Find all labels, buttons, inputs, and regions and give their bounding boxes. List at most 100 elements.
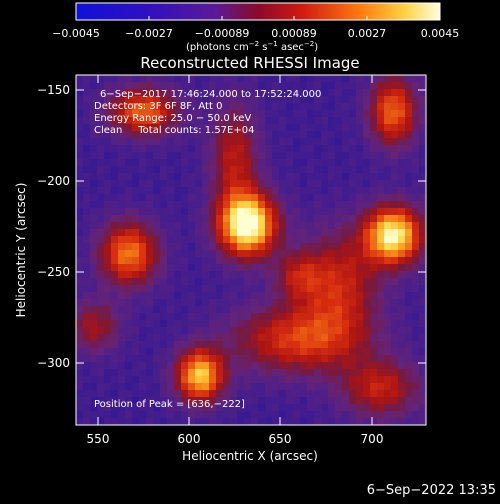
map-pixel — [328, 180, 336, 188]
map-pixel — [356, 334, 364, 342]
map-pixel — [181, 138, 189, 146]
annotation-time-range: 6−Sep−2017 17:46:24.000 to 17:52:24.000 — [100, 89, 321, 100]
map-pixel — [342, 96, 350, 104]
map-pixel — [202, 376, 210, 384]
map-pixel — [377, 180, 385, 188]
map-pixel — [419, 292, 427, 300]
map-pixel — [223, 369, 231, 377]
map-pixel — [139, 299, 147, 307]
map-pixel — [132, 278, 140, 286]
map-pixel — [314, 89, 322, 97]
map-pixel — [188, 222, 196, 230]
map-pixel — [76, 173, 84, 181]
map-pixel — [146, 376, 154, 384]
map-pixel — [146, 285, 154, 293]
map-pixel — [356, 390, 364, 398]
map-pixel — [272, 75, 280, 83]
map-pixel — [405, 271, 413, 279]
map-pixel — [111, 75, 119, 83]
map-pixel — [195, 362, 203, 370]
map-pixel — [139, 306, 147, 314]
map-pixel — [307, 96, 315, 104]
map-pixel — [160, 145, 168, 153]
map-pixel — [342, 327, 350, 335]
map-pixel — [160, 131, 168, 139]
map-pixel — [286, 348, 294, 356]
map-pixel — [363, 327, 371, 335]
map-pixel — [307, 306, 315, 314]
map-pixel — [146, 173, 154, 181]
map-pixel — [223, 110, 231, 118]
map-pixel — [83, 222, 91, 230]
map-pixel — [118, 390, 126, 398]
map-pixel — [349, 285, 357, 293]
map-pixel — [97, 341, 105, 349]
map-pixel — [146, 320, 154, 328]
map-pixel — [286, 180, 294, 188]
map-pixel — [293, 152, 301, 160]
map-pixel — [125, 271, 133, 279]
map-pixel — [230, 152, 238, 160]
map-pixel — [146, 201, 154, 209]
map-pixel — [209, 376, 217, 384]
map-pixel — [125, 250, 133, 258]
map-pixel — [188, 103, 196, 111]
map-pixel — [230, 383, 238, 391]
map-pixel — [391, 89, 399, 97]
map-pixel — [118, 271, 126, 279]
map-pixel — [160, 362, 168, 370]
map-pixel — [391, 145, 399, 153]
map-pixel — [83, 264, 91, 272]
map-pixel — [300, 110, 308, 118]
map-pixel — [216, 222, 224, 230]
map-pixel — [76, 397, 84, 405]
map-pixel — [419, 82, 427, 90]
map-pixel — [230, 299, 238, 307]
map-pixel — [258, 131, 266, 139]
map-pixel — [391, 327, 399, 335]
map-pixel — [293, 383, 301, 391]
map-pixel — [132, 341, 140, 349]
map-pixel — [398, 117, 406, 125]
map-pixel — [97, 82, 105, 90]
map-pixel — [328, 250, 336, 258]
map-pixel — [258, 222, 266, 230]
map-pixel — [405, 362, 413, 370]
map-pixel — [349, 327, 357, 335]
map-pixel — [342, 313, 350, 321]
map-pixel — [391, 264, 399, 272]
map-pixel — [153, 341, 161, 349]
map-pixel — [111, 313, 119, 321]
map-pixel — [258, 159, 266, 167]
map-pixel — [356, 229, 364, 237]
map-pixel — [398, 222, 406, 230]
map-pixel — [202, 369, 210, 377]
map-pixel — [90, 152, 98, 160]
map-pixel — [104, 124, 112, 132]
colorbar-tick-label: 0.0045 — [421, 27, 460, 40]
map-pixel — [293, 131, 301, 139]
map-pixel — [258, 194, 266, 202]
map-pixel — [146, 250, 154, 258]
map-pixel — [363, 348, 371, 356]
map-pixel — [405, 292, 413, 300]
map-pixel — [272, 117, 280, 125]
map-pixel — [188, 411, 196, 419]
map-pixel — [419, 320, 427, 328]
map-pixel — [419, 145, 427, 153]
map-pixel — [244, 397, 252, 405]
map-pixel — [90, 138, 98, 146]
map-pixel — [132, 271, 140, 279]
map-pixel — [328, 236, 336, 244]
map-pixel — [272, 215, 280, 223]
map-pixel — [209, 117, 217, 125]
map-pixel — [384, 250, 392, 258]
map-pixel — [244, 257, 252, 265]
map-pixel — [314, 180, 322, 188]
map-pixel — [181, 187, 189, 195]
map-pixel — [307, 341, 315, 349]
map-pixel — [174, 145, 182, 153]
map-pixel — [370, 418, 378, 426]
map-pixel — [419, 236, 427, 244]
map-pixel — [293, 110, 301, 118]
